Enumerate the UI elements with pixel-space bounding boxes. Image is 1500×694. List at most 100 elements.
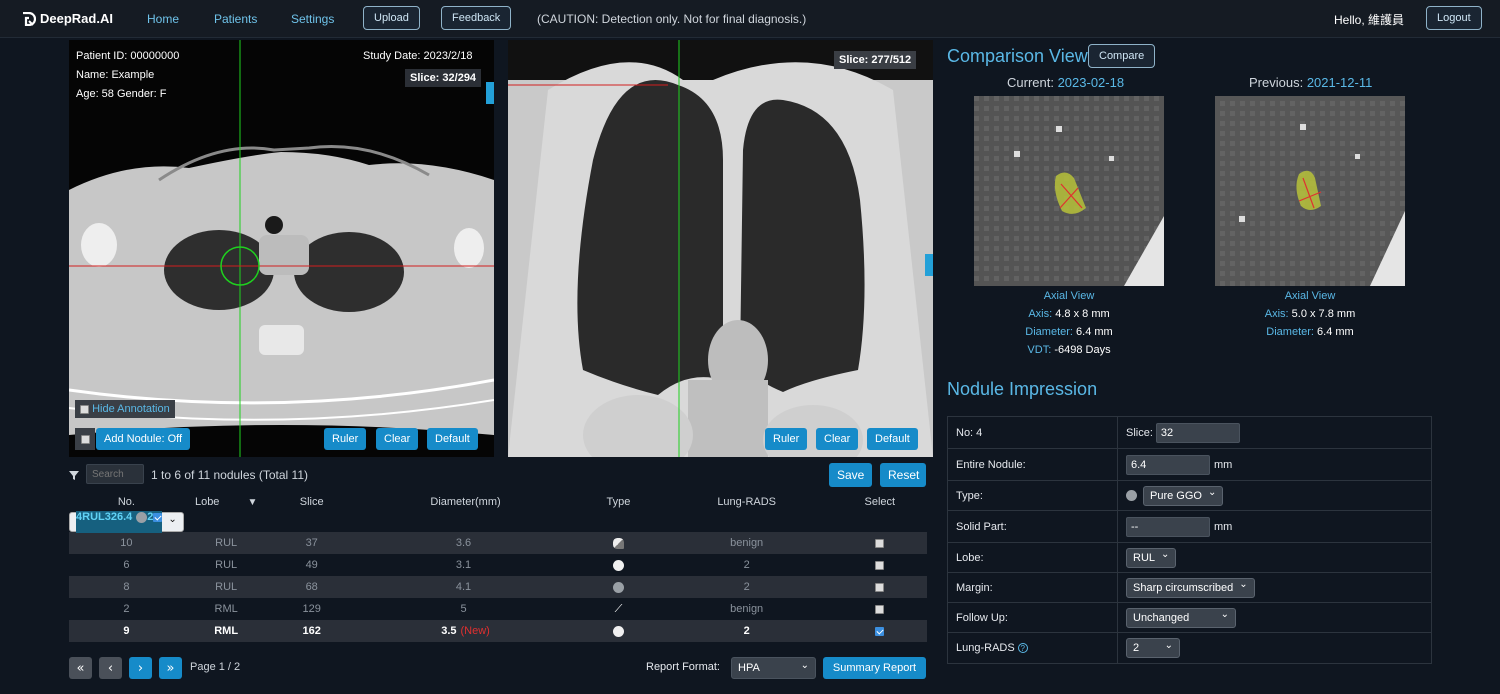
- nodule-marker[interactable]: [220, 246, 260, 286]
- row-select-checkbox[interactable]: [875, 626, 885, 636]
- axis-value: 5.0 x 7.8 mm: [1288, 308, 1356, 320]
- add-nodule-checkbox[interactable]: [80, 434, 90, 444]
- last-page-button[interactable]: »: [159, 657, 182, 679]
- current-vdt: VDT: -6498 Days: [974, 341, 1164, 359]
- hide-annotation-toggle[interactable]: Hide Annotation: [75, 400, 175, 418]
- col-type[interactable]: Type: [606, 496, 631, 508]
- logout-button[interactable]: Logout: [1426, 6, 1482, 30]
- next-page-button[interactable]: ›: [129, 657, 152, 679]
- col-select[interactable]: Select: [864, 496, 896, 508]
- cell-slice: 68: [268, 576, 355, 598]
- nodule-type-solid-icon: [612, 625, 624, 637]
- coronal-scroll-thumb[interactable]: [925, 254, 933, 276]
- cell-lungrads: 2: [660, 576, 833, 598]
- col-slice[interactable]: Slice: [299, 496, 324, 508]
- table-row[interactable]: 9 RML 162 3.5 (New) 2: [69, 620, 927, 642]
- row-select-checkbox[interactable]: [153, 512, 163, 522]
- cell-diameter: 4.1: [354, 576, 577, 598]
- cell-select: [832, 620, 927, 642]
- coronal-clear-button[interactable]: Clear: [816, 428, 859, 450]
- save-button[interactable]: Save: [829, 463, 872, 487]
- row-select-checkbox[interactable]: [875, 604, 885, 614]
- axial-scroll-thumb[interactable]: [486, 82, 494, 104]
- entire-nodule-input[interactable]: 6.4: [1126, 454, 1210, 475]
- upload-button[interactable]: Upload: [363, 6, 420, 30]
- previous-nodule-caption: Axial View Axis: 5.0 x 7.8 mm Diameter: …: [1215, 287, 1405, 341]
- add-nodule-button[interactable]: Add Nodule: Off: [96, 428, 191, 450]
- col-lobe[interactable]: Lobe ▼: [184, 492, 269, 512]
- col-diameter[interactable]: Diameter(mm): [430, 496, 501, 508]
- filter-icon[interactable]: [68, 469, 80, 481]
- coronal-default-button[interactable]: Default: [867, 428, 918, 450]
- diameter-value: 3.5: [441, 625, 457, 637]
- nodule-no: No: 4: [948, 417, 1118, 448]
- reset-button[interactable]: Reset: [880, 463, 926, 487]
- table-row[interactable]: 4 RUL 32 6.4 2: [69, 511, 184, 533]
- current-view-label: Axial View: [1043, 290, 1095, 302]
- help-icon[interactable]: ?: [1017, 643, 1028, 653]
- solid-part-label: Solid Part:: [948, 511, 1118, 542]
- nav-settings[interactable]: Settings: [291, 12, 335, 26]
- coronal-ruler-button[interactable]: Ruler: [765, 428, 808, 450]
- nodule-type-ggo-icon: [136, 511, 148, 523]
- cell-select: [833, 554, 927, 576]
- cell-select: [832, 532, 927, 554]
- prev-page-button[interactable]: ‹: [99, 657, 122, 679]
- first-page-button[interactable]: «: [69, 657, 92, 679]
- axial-clear-button[interactable]: Clear: [376, 428, 419, 450]
- follow-up-select[interactable]: Unchanged: [1126, 607, 1236, 628]
- solid-part-input[interactable]: --: [1126, 516, 1210, 537]
- table-row[interactable]: 6 RUL 49 3.1 2: [69, 554, 927, 576]
- nodule-table: No. Lobe ▼ Slice Diameter(mm) Type Lung-R…: [69, 492, 927, 642]
- cell-no: 4: [76, 511, 83, 533]
- previous-date: 2021-12-11: [1306, 75, 1373, 90]
- nav-patients[interactable]: Patients: [214, 12, 258, 26]
- axial-ruler-button[interactable]: Ruler: [324, 428, 367, 450]
- cell-lungrads: 2: [660, 620, 833, 642]
- brand-logo[interactable]: DeepRad.AI: [22, 11, 132, 26]
- cell-lobe: RUL: [215, 559, 238, 571]
- entire-nodule-label: Entire Nodule:: [948, 449, 1118, 480]
- coronal-viewer[interactable]: Slice: 277/512 Ruler Clear Default: [508, 40, 933, 457]
- table-row[interactable]: 2 RML 129 5 ⟋ benign: [69, 598, 927, 620]
- cell-select: [833, 598, 927, 620]
- lungrads-select[interactable]: 2: [1126, 638, 1180, 658]
- hide-annotation-checkbox[interactable]: [80, 404, 89, 414]
- previous-view-label: Axial View: [1284, 290, 1336, 302]
- table-row[interactable]: 10 RUL 37 3.6 benign: [69, 532, 927, 554]
- axial-viewer[interactable]: Patient ID: 00000000 Name: Example Age: …: [69, 40, 494, 457]
- slice-input[interactable]: 32: [1155, 422, 1240, 443]
- type-label: Type:: [948, 481, 1118, 510]
- col-no[interactable]: No.: [117, 496, 135, 508]
- row-select-checkbox[interactable]: [875, 538, 885, 548]
- current-axis: Axis: 4.8 x 8 mm: [974, 305, 1164, 323]
- axial-default-button[interactable]: Default: [427, 428, 478, 450]
- previous-diameter: Diameter: 6.4 mm: [1215, 323, 1405, 341]
- compare-button[interactable]: Compare: [1088, 44, 1156, 68]
- search-input[interactable]: [86, 464, 144, 484]
- feedback-button[interactable]: Feedback: [441, 6, 512, 30]
- add-nodule-checkbox-wrap[interactable]: [75, 428, 95, 450]
- lobe-select[interactable]: RUL: [1126, 547, 1177, 568]
- follow-up-label: Follow Up:: [948, 603, 1118, 632]
- row-select-checkbox[interactable]: [875, 582, 885, 592]
- col-lungrads[interactable]: Lung-RADS: [717, 496, 777, 508]
- page-indicator: Page 1 / 2: [190, 661, 241, 673]
- new-tag: (New): [460, 625, 490, 637]
- table-row[interactable]: 8 RUL 68 4.1 2: [69, 576, 927, 598]
- report-format-select[interactable]: HPA: [731, 657, 816, 679]
- logo-icon: [23, 11, 36, 26]
- nav-home[interactable]: Home: [147, 12, 180, 26]
- type-select[interactable]: Pure GGO: [1143, 485, 1224, 506]
- nodule-type-part-solid-icon: [612, 537, 624, 549]
- cell-lungrads: benign: [730, 603, 764, 615]
- summary-report-button[interactable]: Summary Report: [823, 657, 926, 679]
- current-date-label: Current: 2023-02-18: [1007, 75, 1124, 90]
- study-date: Study Date: 2023/2/18: [363, 50, 473, 62]
- row-select-checkbox[interactable]: [875, 560, 885, 570]
- margin-select[interactable]: Sharp circumscribed: [1126, 577, 1255, 598]
- nodule-type-solid-icon: [612, 559, 624, 571]
- sort-desc-icon[interactable]: ▼: [247, 497, 258, 508]
- current-nodule-image[interactable]: [974, 96, 1164, 286]
- previous-nodule-image[interactable]: [1215, 96, 1405, 286]
